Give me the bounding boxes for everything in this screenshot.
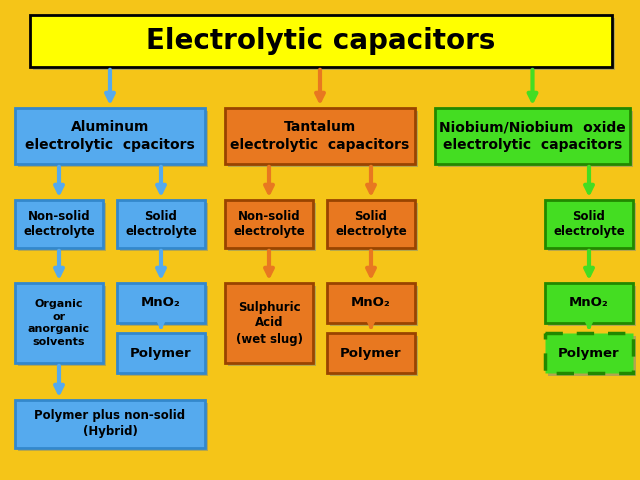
FancyBboxPatch shape — [438, 111, 633, 167]
FancyBboxPatch shape — [545, 283, 633, 323]
FancyBboxPatch shape — [330, 286, 418, 326]
Text: Sulphuric
Acid
(wet slug): Sulphuric Acid (wet slug) — [236, 300, 303, 346]
Text: Organic
or
anorganic
solvents: Organic or anorganic solvents — [28, 300, 90, 347]
FancyBboxPatch shape — [330, 336, 418, 376]
FancyBboxPatch shape — [18, 203, 106, 251]
FancyBboxPatch shape — [228, 203, 316, 251]
FancyBboxPatch shape — [120, 203, 208, 251]
FancyBboxPatch shape — [225, 283, 313, 363]
Text: Non-solid
electrolyte: Non-solid electrolyte — [23, 209, 95, 239]
FancyBboxPatch shape — [548, 336, 636, 376]
FancyBboxPatch shape — [435, 108, 630, 164]
FancyBboxPatch shape — [330, 203, 418, 251]
FancyBboxPatch shape — [117, 200, 205, 248]
Text: Solid
electrolyte: Solid electrolyte — [553, 209, 625, 239]
Text: Solid
electrolyte: Solid electrolyte — [125, 209, 197, 239]
FancyBboxPatch shape — [15, 400, 205, 448]
Text: MnO₂: MnO₂ — [141, 297, 181, 310]
Text: Electrolytic capacitors: Electrolytic capacitors — [147, 27, 496, 55]
FancyBboxPatch shape — [117, 333, 205, 373]
FancyBboxPatch shape — [545, 333, 633, 373]
FancyBboxPatch shape — [15, 108, 205, 164]
Text: Niobium/Niobium  oxide
electrolytic  capacitors: Niobium/Niobium oxide electrolytic capac… — [439, 120, 626, 152]
FancyBboxPatch shape — [228, 111, 418, 167]
Text: MnO₂: MnO₂ — [351, 297, 391, 310]
FancyBboxPatch shape — [18, 403, 208, 451]
Text: Polymer: Polymer — [130, 347, 192, 360]
FancyBboxPatch shape — [117, 283, 205, 323]
FancyBboxPatch shape — [225, 200, 313, 248]
FancyBboxPatch shape — [225, 108, 415, 164]
Text: Solid
electrolyte: Solid electrolyte — [335, 209, 407, 239]
Text: Polymer plus non-solid
(Hybrid): Polymer plus non-solid (Hybrid) — [35, 409, 186, 439]
FancyBboxPatch shape — [327, 333, 415, 373]
Text: Aluminum
electrolytic  cpacitors: Aluminum electrolytic cpacitors — [25, 120, 195, 152]
FancyBboxPatch shape — [327, 283, 415, 323]
FancyBboxPatch shape — [120, 336, 208, 376]
Text: Non-solid
electrolyte: Non-solid electrolyte — [233, 209, 305, 239]
FancyBboxPatch shape — [548, 203, 636, 251]
FancyBboxPatch shape — [18, 111, 208, 167]
FancyBboxPatch shape — [15, 283, 103, 363]
Text: Polymer: Polymer — [340, 347, 402, 360]
FancyBboxPatch shape — [18, 286, 106, 366]
FancyBboxPatch shape — [15, 200, 103, 248]
Text: MnO₂: MnO₂ — [569, 297, 609, 310]
FancyBboxPatch shape — [548, 286, 636, 326]
FancyBboxPatch shape — [228, 286, 316, 366]
FancyBboxPatch shape — [120, 286, 208, 326]
Text: Tantalum
electrolytic  capacitors: Tantalum electrolytic capacitors — [230, 120, 410, 152]
FancyBboxPatch shape — [30, 15, 612, 67]
FancyBboxPatch shape — [545, 200, 633, 248]
FancyBboxPatch shape — [33, 18, 615, 70]
Text: Polymer: Polymer — [558, 347, 620, 360]
FancyBboxPatch shape — [327, 200, 415, 248]
